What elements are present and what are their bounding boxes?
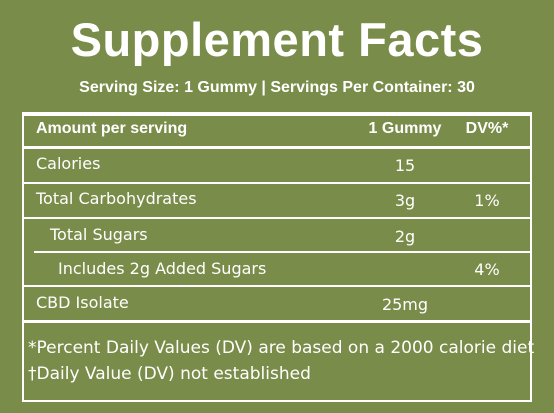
column-header: 1 Gummy [368, 120, 442, 137]
row-label: Calories [36, 154, 101, 173]
row-label: Total Sugars [50, 225, 148, 244]
column-header: DV%* [465, 120, 509, 137]
rule [22, 217, 532, 219]
title: Supplement Facts [70, 13, 484, 66]
rule [34, 251, 532, 253]
rule [22, 285, 532, 287]
row-label: Total Carbohydrates [36, 189, 197, 208]
rule [22, 320, 532, 323]
rule [22, 182, 532, 184]
rule [22, 146, 532, 149]
row-label: CBD Isolate [36, 293, 129, 312]
row-dv: 4% [474, 260, 500, 279]
row-amount: 3g [394, 191, 416, 210]
row-dv: 1% [474, 191, 500, 210]
footnote: *Percent Daily Values (DV) are based on … [28, 338, 535, 358]
serving-info: Serving Size: 1 Gummy | Servings Per Con… [79, 79, 475, 96]
row-amount: 25mg [381, 295, 429, 314]
row-amount: 15 [394, 156, 416, 175]
row-label: Includes 2g Added Sugars [58, 259, 267, 278]
facts-table [22, 112, 532, 402]
footnote: †Daily Value (DV) not established [28, 364, 311, 384]
column-header: Amount per serving [36, 120, 188, 137]
row-amount: 2g [394, 227, 416, 246]
